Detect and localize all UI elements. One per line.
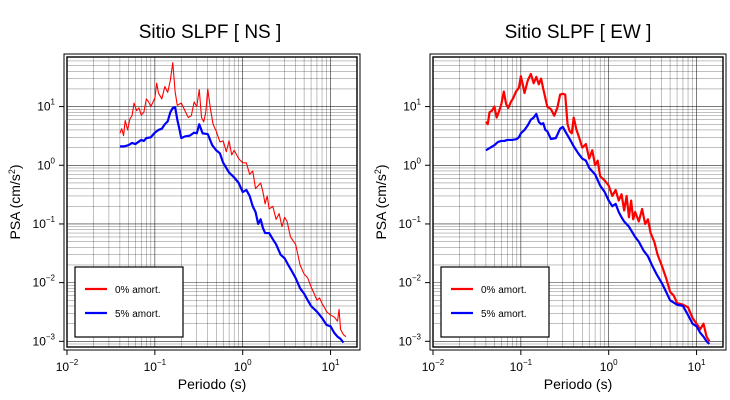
plot-frame xyxy=(66,56,358,348)
plot-frame-outer xyxy=(429,53,727,351)
y-tick-label: 100 xyxy=(403,156,421,172)
plot-frame xyxy=(432,56,724,348)
legend: 0% amort. 5% amort. xyxy=(440,266,550,338)
x-tick-label: 101 xyxy=(688,358,706,374)
y-tick-label: 10−3 xyxy=(399,332,422,348)
series-line-five-damping xyxy=(485,112,711,345)
y-tick-label: 10−1 xyxy=(33,215,56,231)
y-axis-label: PSA (cm/s2) xyxy=(373,164,389,239)
legend-box xyxy=(440,266,550,338)
y-tick-label: 10−2 xyxy=(399,274,422,290)
y-tick-label: 100 xyxy=(37,156,55,172)
legend-box xyxy=(74,266,184,338)
x-tick-label: 100 xyxy=(600,358,618,374)
series-line-zero-damping xyxy=(119,62,347,338)
series-line-zero-damping xyxy=(485,72,711,342)
x-tick-label: 10−1 xyxy=(144,358,167,374)
legend-label: 0% amort. xyxy=(481,285,527,296)
y-tick-label: 101 xyxy=(403,98,421,114)
x-tick-label: 10−2 xyxy=(56,358,79,374)
x-axis-label: Periodo (s) xyxy=(178,376,246,392)
y-tick-label: 10−2 xyxy=(33,274,56,290)
y-axis-label: PSA (cm/s2) xyxy=(7,164,23,239)
x-tick-label: 101 xyxy=(322,358,340,374)
legend-label: 0% amort. xyxy=(115,285,161,296)
x-axis-label: Periodo (s) xyxy=(544,376,612,392)
x-tick-label: 100 xyxy=(234,358,252,374)
series-line-five-damping xyxy=(119,106,345,344)
y-tick-label: 10−3 xyxy=(33,332,56,348)
plot-frame-outer xyxy=(63,53,361,351)
legend-label: 5% amort. xyxy=(115,309,161,320)
x-tick-label: 10−1 xyxy=(510,358,533,374)
legend-label: 5% amort. xyxy=(481,309,527,320)
chart-title: Sitio SLPF [ EW ] xyxy=(505,22,652,43)
y-tick-label: 10−1 xyxy=(399,215,422,231)
chart-title: Sitio SLPF [ NS ] xyxy=(139,22,282,43)
x-tick-label: 10−2 xyxy=(422,358,445,374)
y-tick-label: 101 xyxy=(37,98,55,114)
legend: 0% amort. 5% amort. xyxy=(74,266,184,338)
